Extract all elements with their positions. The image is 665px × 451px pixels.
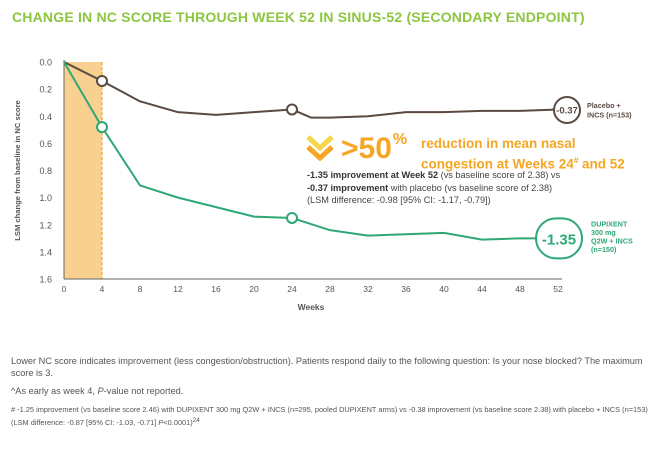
x-tick-label: 12 xyxy=(173,284,183,294)
x-tick-label: 52 xyxy=(553,284,563,294)
dupixent-legend-line: DUPIXENT xyxy=(591,219,628,228)
y-tick-label: 1.6 xyxy=(39,275,52,285)
y-tick-label: 0.0 xyxy=(39,58,52,68)
placebo-legend-line: Placebo + xyxy=(587,101,621,110)
dupixent-data-point xyxy=(286,211,298,224)
placebo-series-line xyxy=(63,61,559,119)
y-tick-label: 0.4 xyxy=(39,112,52,122)
dupixent-end-value: -1.35 xyxy=(542,231,576,248)
dupixent-legend-line: 300 mg xyxy=(591,228,616,237)
x-tick-label: 8 xyxy=(138,284,143,294)
early-weeks-highlight xyxy=(64,62,102,279)
x-tick-label: 0 xyxy=(62,284,67,294)
placebo-data-point xyxy=(96,74,108,87)
y-axis-title: LSM change from baseline in NC score xyxy=(13,100,22,241)
y-tick-label: 1.2 xyxy=(39,220,52,230)
y-tick-label: 0.6 xyxy=(39,139,52,149)
dupixent-legend-line: (n=150) xyxy=(591,245,617,254)
x-tick-label: 32 xyxy=(363,284,373,294)
placebo-data-point xyxy=(286,103,298,116)
dupixent-data-point xyxy=(96,121,108,134)
y-tick-label: 0.8 xyxy=(39,166,52,176)
footnote-nc-score: Lower NC score indicates improvement (le… xyxy=(11,356,643,379)
placebo-end-value: -0.37 xyxy=(556,105,578,116)
dupixent-series-line xyxy=(63,61,558,241)
x-tick-label: 44 xyxy=(477,284,487,294)
x-tick-label: 36 xyxy=(401,284,411,294)
x-tick-label: 24 xyxy=(287,284,297,294)
callout-details: -1.35 improvement at Week 52 (vs baselin… xyxy=(307,170,561,205)
y-tick-label: 1.0 xyxy=(39,193,52,203)
x-tick-label: 28 xyxy=(325,284,335,294)
y-tick-label: 0.2 xyxy=(39,85,52,95)
placebo-end-badge xyxy=(553,95,581,124)
dupixent-end-badge xyxy=(535,217,583,260)
footnote-pooled: # -1.25 improvement (vs baseline score 2… xyxy=(11,404,648,427)
chevron-down-icon xyxy=(306,135,334,162)
reduction-percent: >50% xyxy=(341,131,408,165)
x-tick-label: 40 xyxy=(439,284,449,294)
x-axis-title: Weeks xyxy=(298,302,325,312)
y-tick-label: 1.4 xyxy=(39,247,52,257)
placebo-legend-line: INCS (n=153) xyxy=(587,110,632,119)
footnotes: Lower NC score indicates improvement (le… xyxy=(11,355,651,434)
dupixent-legend-line: Q2W + INCS xyxy=(591,236,633,245)
x-tick-label: 48 xyxy=(515,284,525,294)
page-title: CHANGE IN NC SCORE THROUGH WEEK 52 IN SI… xyxy=(12,9,585,25)
x-tick-label: 4 xyxy=(100,284,105,294)
footnote-week4: ^As early as week 4, P-value not reporte… xyxy=(11,386,184,397)
x-tick-label: 16 xyxy=(211,284,221,294)
reduction-text: reduction in mean nasal congestion at We… xyxy=(421,136,625,172)
nc-score-chart: 0.00.20.40.60.81.01.21.41.60 4 8 12 16 20 24 28… xyxy=(13,58,633,313)
x-tick-label: 20 xyxy=(249,284,259,294)
